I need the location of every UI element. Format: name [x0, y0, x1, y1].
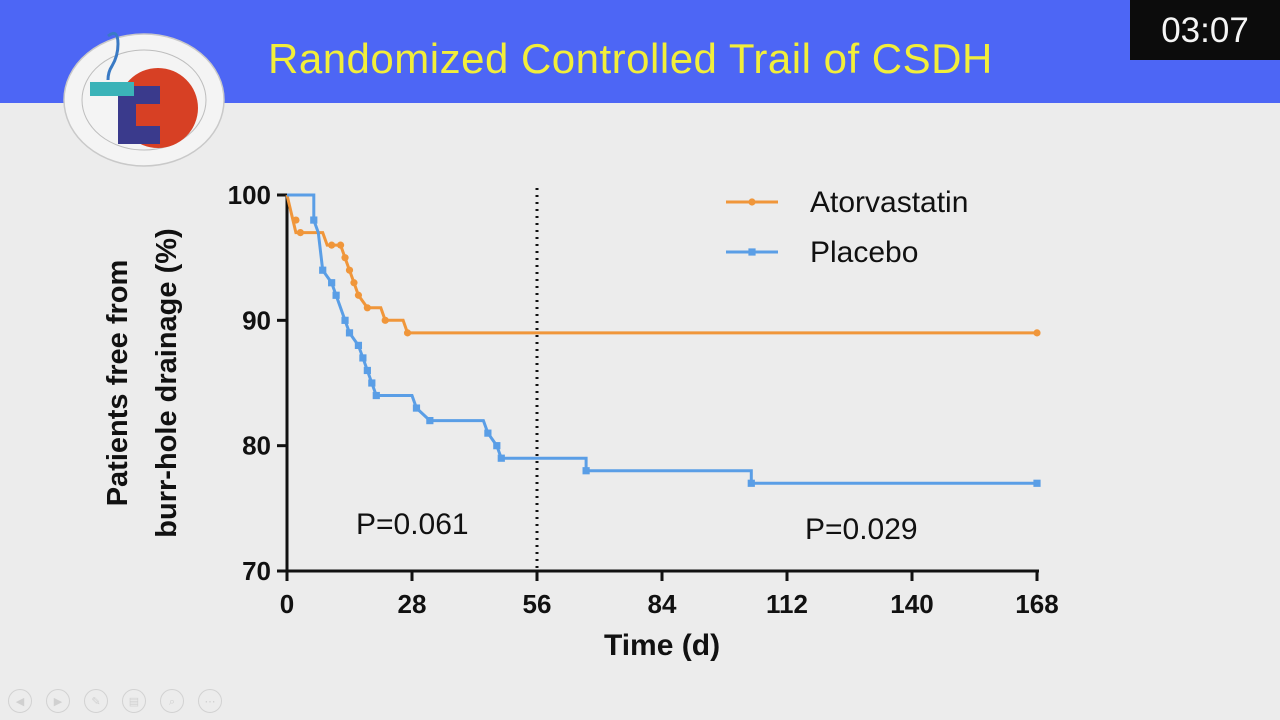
p-value-annotation: P=0.061: [356, 508, 469, 541]
placebo-censor-marker: [359, 354, 367, 362]
slides-icon[interactable]: ▤: [122, 689, 146, 713]
placebo-censor-marker: [341, 316, 349, 324]
placebo-censor-marker: [582, 467, 590, 475]
legend-placebo-marker: [748, 248, 756, 256]
atorvastatin-censor-marker: [354, 291, 363, 299]
y-tick-label: 80: [242, 431, 271, 461]
x-tick-label: 28: [398, 589, 427, 619]
x-tick-label: 56: [523, 589, 552, 619]
placebo-censor-marker: [332, 291, 340, 299]
y-axis-label-line1: Patients free from: [102, 260, 134, 507]
placebo-censor-marker: [368, 379, 376, 387]
y-axis-label-line2: burr-hole drainage (%): [151, 228, 183, 537]
placebo-censor-marker: [345, 329, 354, 337]
p-value-annotation: P=0.029: [805, 513, 918, 546]
placebo-censor-marker: [412, 404, 421, 412]
placebo-censor-marker: [310, 216, 318, 224]
placebo-censor-marker: [354, 341, 363, 349]
placebo-censor-marker: [497, 454, 505, 462]
placebo-censor-marker: [1033, 479, 1041, 487]
placebo-survival-curve: [287, 193, 1037, 485]
placebo-censor-marker: [328, 279, 336, 287]
atorvastatin-censor-marker: [328, 241, 336, 249]
placebo-censor-marker: [484, 429, 492, 437]
next-icon[interactable]: ▶: [46, 689, 70, 713]
placebo-censor-marker: [426, 417, 434, 425]
zoom-icon[interactable]: ⌕: [160, 689, 184, 713]
atorvastatin-censor-marker: [296, 229, 304, 237]
legend-placebo-label: Placebo: [810, 236, 918, 269]
atorvastatin-censor-marker: [345, 266, 354, 274]
atorvastatin-censor-marker: [381, 316, 389, 324]
atorvastatin-censor-marker: [292, 216, 300, 224]
y-tick-label: 70: [242, 556, 271, 586]
x-tick-label: 112: [766, 589, 808, 619]
placebo-censor-marker: [747, 479, 755, 487]
slide-title: Randomized Controlled Trail of CSDH: [268, 35, 993, 82]
atorvastatin-censor-marker: [363, 304, 371, 312]
legend-atorvastatin-marker: [748, 198, 756, 206]
atorvastatin-censor-marker: [336, 241, 345, 249]
placebo-censor-marker: [372, 391, 380, 400]
x-tick-label: 0: [280, 589, 294, 619]
atorvastatin-censor-marker: [341, 254, 349, 262]
atorvastatin-censor-marker: [350, 279, 358, 287]
legend-atorvastatin-label: Atorvastatin: [810, 186, 968, 219]
x-tick-label: 140: [890, 589, 933, 619]
placebo-censor-marker: [363, 366, 371, 375]
x-tick-label: 84: [648, 589, 677, 619]
timer: 03:07: [1130, 0, 1280, 60]
pen-icon[interactable]: ✎: [84, 689, 108, 713]
more-icon[interactable]: ⋯: [198, 689, 222, 713]
y-tick-label: 100: [228, 180, 271, 210]
hospital-seal-logo-icon: [63, 31, 225, 167]
x-axis-label: Time (d): [604, 629, 720, 662]
y-tick-label: 90: [242, 305, 271, 335]
placebo-censor-marker: [493, 442, 501, 450]
placebo-censor-marker: [319, 266, 327, 274]
player-controls: ◀ ▶ ✎ ▤ ⌕ ⋯: [8, 688, 288, 714]
atorvastatin-censor-marker: [1033, 329, 1041, 337]
previous-icon[interactable]: ◀: [8, 689, 32, 713]
atorvastatin-censor-marker: [403, 329, 412, 337]
x-tick-label: 168: [1015, 589, 1058, 619]
